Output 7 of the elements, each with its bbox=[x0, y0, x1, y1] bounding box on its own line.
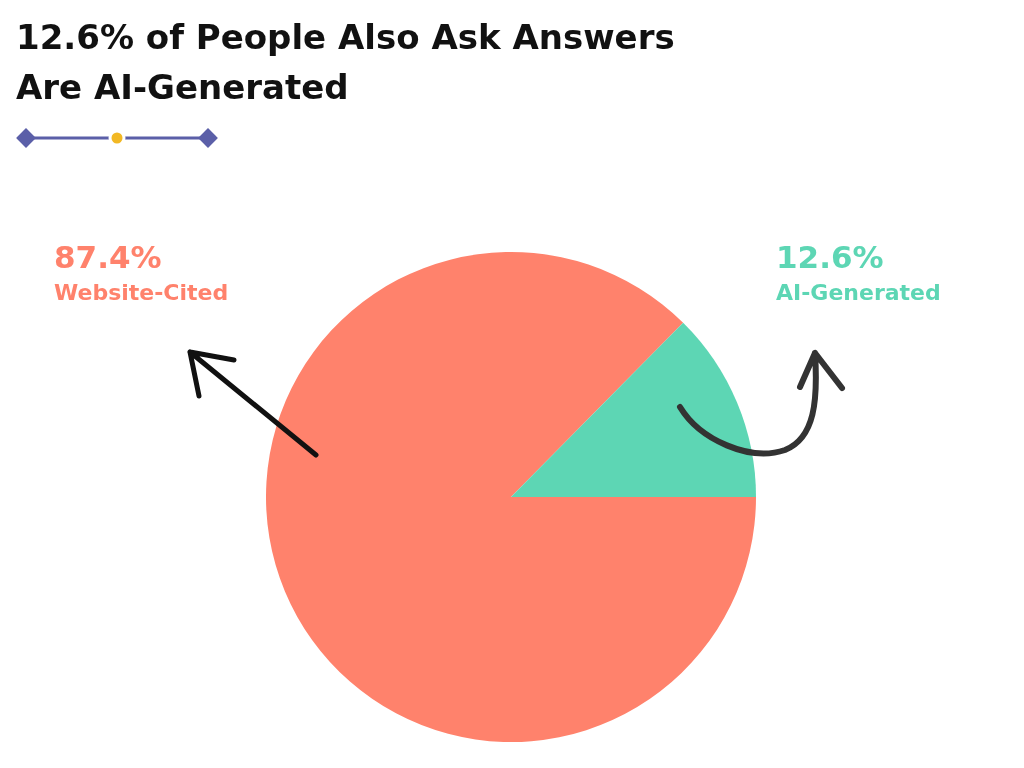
slice-label: Website-Cited bbox=[54, 279, 229, 307]
pie-slice bbox=[266, 252, 756, 742]
chart-title: 12.6% of People Also Ask Answers Are AI-Generated bbox=[16, 16, 676, 109]
pie-slice bbox=[511, 322, 756, 497]
data-label: 12.6% bbox=[776, 238, 885, 277]
data-label: 87.4% bbox=[54, 238, 163, 277]
slice-label: AI-Generated bbox=[776, 279, 941, 307]
